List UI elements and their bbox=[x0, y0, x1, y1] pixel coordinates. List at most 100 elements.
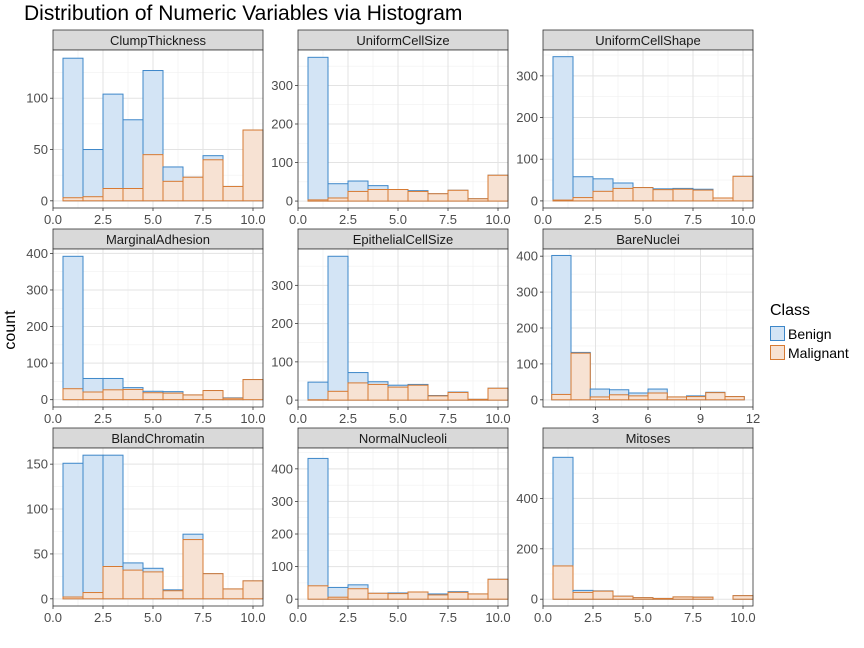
bar-malignant bbox=[202, 159, 224, 202]
x-tick-label: 0.0 bbox=[289, 610, 307, 625]
bar-malignant bbox=[142, 571, 164, 600]
panel-clump-thickness: ClumpThickness 0 50 100 0.0 2.5 5.0 7.5 10.0 bbox=[26, 29, 266, 227]
bar-malignant bbox=[427, 594, 449, 600]
bar-malignant bbox=[572, 197, 594, 202]
y-tick-label: 200 bbox=[271, 116, 293, 131]
bar-malignant bbox=[102, 188, 124, 202]
panel-strip-label: UniformCellShape bbox=[595, 33, 701, 48]
x-tick-label: 0.0 bbox=[289, 411, 307, 426]
x-tick-label: 0.0 bbox=[534, 212, 552, 227]
y-tick-label: 300 bbox=[271, 278, 293, 293]
x-tick-label: 5.0 bbox=[634, 212, 652, 227]
bar-malignant bbox=[327, 390, 349, 401]
x-tick-label: 7.5 bbox=[684, 610, 702, 625]
bar-malignant bbox=[551, 393, 572, 401]
panel-strip-label: Mitoses bbox=[626, 431, 671, 446]
bar-malignant bbox=[467, 593, 489, 600]
x-tick-label: 10.0 bbox=[485, 610, 510, 625]
bar-malignant bbox=[407, 190, 429, 202]
y-tick-label: 50 bbox=[34, 142, 48, 157]
bar-benign bbox=[327, 255, 349, 401]
bar-malignant bbox=[407, 384, 429, 401]
y-tick-label: 0 bbox=[286, 592, 293, 607]
bar-malignant bbox=[327, 596, 349, 600]
bar-malignant bbox=[487, 174, 509, 202]
bar-malignant bbox=[347, 588, 369, 600]
panel-normal-nucleoli: NormalNucleoli 0 100 200 300 400 0.0 2.5 5.0 7.5 1… bbox=[271, 427, 511, 625]
panel-border bbox=[297, 49, 509, 209]
x-tick-label: 5.0 bbox=[389, 411, 407, 426]
y-tick-label: 300 bbox=[271, 494, 293, 509]
bar-malignant bbox=[632, 187, 654, 202]
bar-malignant bbox=[82, 592, 104, 600]
bar-malignant bbox=[632, 597, 654, 600]
panel-epithelial-cell-size: EpithelialCellSize 0 100 200 300 0.0 2.5 5.0 7.5… bbox=[271, 228, 511, 426]
x-tick-label: 12 bbox=[746, 411, 760, 426]
bar-malignant bbox=[686, 396, 707, 401]
bar-malignant bbox=[162, 180, 184, 202]
x-tick-label: 5.0 bbox=[634, 610, 652, 625]
bar-malignant bbox=[307, 585, 329, 600]
x-tick-label: 10.0 bbox=[485, 212, 510, 227]
legend-title: Class bbox=[770, 302, 811, 319]
y-tick-label: 0 bbox=[41, 591, 48, 606]
panel-strip-label: MarginalAdhesion bbox=[106, 232, 210, 247]
plot-background bbox=[298, 448, 508, 606]
x-tick-label: 2.5 bbox=[339, 212, 357, 227]
panel-strip-label: NormalNucleoli bbox=[359, 431, 447, 446]
y-tick-label: 300 bbox=[26, 282, 48, 297]
x-tick-label: 0.0 bbox=[44, 212, 62, 227]
x-tick-label: 0.0 bbox=[44, 610, 62, 625]
bar-malignant bbox=[122, 188, 144, 202]
bar-malignant bbox=[102, 566, 124, 600]
bar-benign bbox=[552, 56, 574, 202]
panel-border bbox=[542, 447, 754, 607]
x-tick-label: 0.0 bbox=[289, 212, 307, 227]
x-tick-label: 5.0 bbox=[389, 610, 407, 625]
x-tick-label: 5.0 bbox=[389, 212, 407, 227]
bar-malignant bbox=[427, 395, 449, 401]
bar-malignant bbox=[387, 386, 409, 401]
bar-malignant bbox=[327, 197, 349, 202]
x-tick-label: 3 bbox=[592, 411, 599, 426]
bar-benign bbox=[62, 57, 84, 202]
bar-malignant bbox=[692, 189, 714, 202]
bar-malignant bbox=[367, 383, 389, 401]
y-tick-label: 300 bbox=[516, 285, 538, 300]
y-tick-label: 300 bbox=[271, 78, 293, 93]
y-tick-label: 200 bbox=[271, 527, 293, 542]
bar-benign bbox=[62, 255, 84, 401]
panel-border bbox=[297, 447, 509, 607]
panel-border bbox=[297, 248, 509, 408]
bar-benign bbox=[102, 93, 124, 202]
bar-malignant bbox=[142, 392, 164, 401]
y-tick-label: 0 bbox=[531, 592, 538, 607]
x-tick-label: 7.5 bbox=[439, 212, 457, 227]
bar-malignant bbox=[222, 588, 244, 600]
y-tick-label: 400 bbox=[26, 246, 48, 261]
bar-malignant bbox=[82, 391, 104, 401]
x-tick-label: 7.5 bbox=[194, 212, 212, 227]
x-tick-label: 9 bbox=[697, 411, 704, 426]
bar-malignant bbox=[242, 129, 264, 202]
panel-border bbox=[542, 49, 754, 209]
y-tick-label: 200 bbox=[516, 321, 538, 336]
y-tick-label: 300 bbox=[516, 68, 538, 83]
bar-malignant bbox=[732, 595, 754, 600]
y-tick-label: 0 bbox=[41, 392, 48, 407]
bar-malignant bbox=[162, 590, 184, 600]
panel-strip-label: EpithelialCellSize bbox=[353, 232, 453, 247]
bar-benign bbox=[82, 454, 104, 600]
bar-malignant bbox=[447, 591, 469, 600]
bar-malignant bbox=[222, 397, 244, 401]
y-tick-label: 150 bbox=[26, 457, 48, 472]
bar-malignant bbox=[182, 539, 204, 600]
bar-malignant bbox=[62, 388, 84, 401]
y-tick-label: 0 bbox=[286, 393, 293, 408]
bar-malignant bbox=[592, 590, 614, 600]
bar-malignant bbox=[724, 396, 745, 401]
panel-marginal-adhesion: MarginalAdhesion 0 100 200 300 400 0.0 2.5 5.0 7.… bbox=[26, 228, 266, 426]
x-tick-label: 2.5 bbox=[339, 411, 357, 426]
x-tick-label: 7.5 bbox=[439, 411, 457, 426]
x-tick-label: 5.0 bbox=[144, 610, 162, 625]
